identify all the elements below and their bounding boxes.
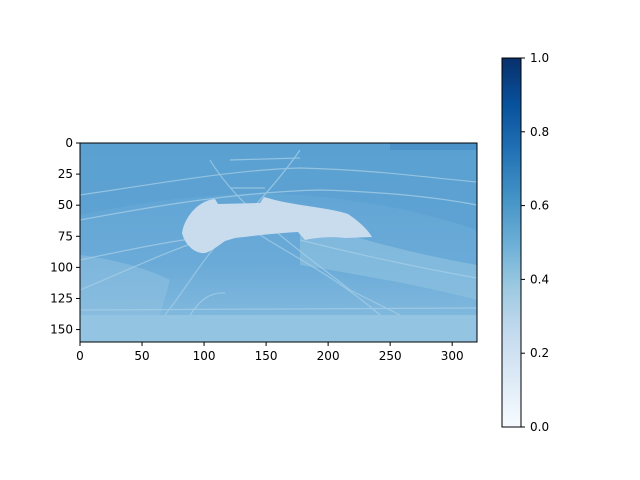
y-tick-label: 100	[50, 260, 73, 274]
x-axis: 0 50 100 150 200 250 300	[76, 342, 464, 363]
y-tick-label: 125	[50, 291, 73, 305]
x-tick-label: 0	[76, 349, 84, 363]
x-tick-label: 50	[134, 349, 149, 363]
colorbar-tick-label: 0.4	[530, 272, 549, 286]
colorbar-axis: 0.0 0.2 0.4 0.6 0.8 1.0	[521, 51, 549, 434]
plot-frame	[79, 142, 478, 343]
colorbar-tick-label: 0.6	[530, 199, 549, 213]
x-tick-label: 100	[193, 349, 216, 363]
x-tick-label: 300	[441, 349, 464, 363]
colorbar-tick-label: 1.0	[530, 51, 549, 65]
y-tick-label: 150	[50, 323, 73, 337]
colorbar-tick-label: 0.2	[530, 346, 549, 360]
x-tick-label: 250	[379, 349, 402, 363]
colorbar-tick-label: 0.0	[530, 420, 549, 434]
heatmap-image	[80, 143, 477, 342]
colorbar-tick-label: 0.8	[530, 125, 549, 139]
x-tick-label: 200	[317, 349, 340, 363]
x-tick-label: 150	[255, 349, 278, 363]
y-tick-label: 25	[58, 167, 73, 181]
y-axis: 0 25 50 75 100 125 150	[50, 136, 80, 337]
y-tick-label: 0	[65, 136, 73, 150]
y-tick-label: 75	[58, 229, 73, 243]
colorbar	[501, 57, 522, 428]
y-tick-label: 50	[58, 198, 73, 212]
